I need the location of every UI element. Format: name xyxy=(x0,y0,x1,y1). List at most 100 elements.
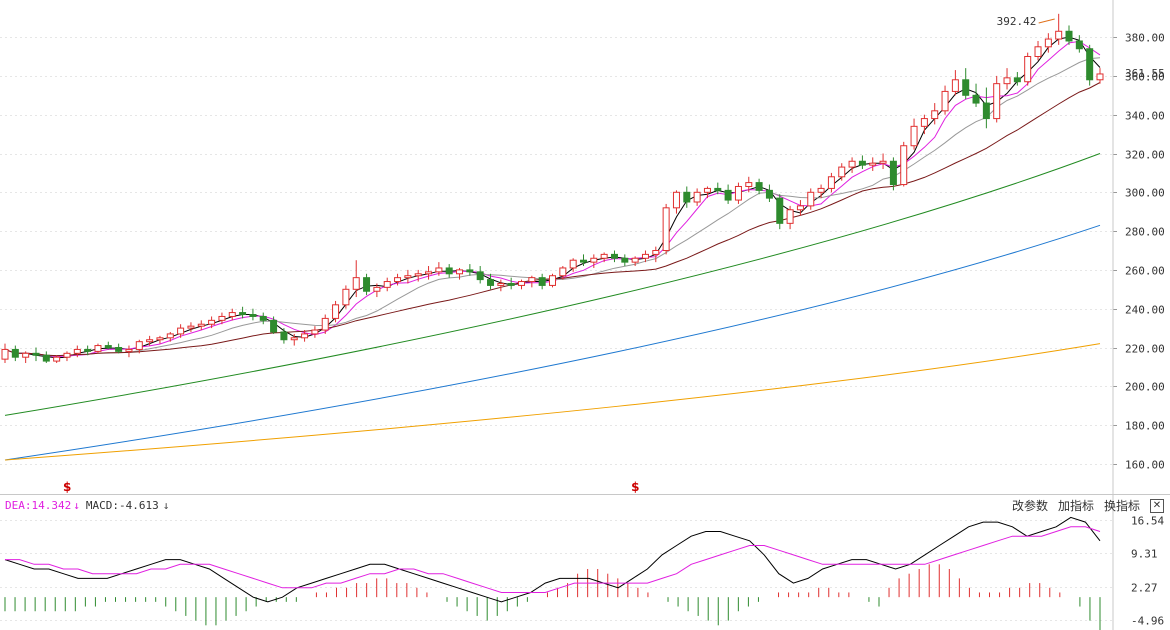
price-tick-label: 340.00 xyxy=(1125,110,1165,123)
candle-body xyxy=(321,317,329,331)
up-candle xyxy=(22,351,30,364)
up-candle xyxy=(559,266,567,280)
up-candle xyxy=(125,345,133,358)
candle-body xyxy=(982,102,990,120)
ma-line-10 xyxy=(4,57,1101,357)
up-candle xyxy=(993,75,1001,123)
up-candle xyxy=(931,103,939,125)
price-tick-label: 200.00 xyxy=(1125,381,1165,394)
down-candle xyxy=(11,345,19,362)
up-candle xyxy=(94,343,102,354)
moving-average-lines xyxy=(4,36,1101,461)
change-params-button[interactable]: 改参数 xyxy=(1011,499,1048,513)
up-candle xyxy=(301,330,309,342)
up-candle xyxy=(321,314,329,334)
candle-body xyxy=(1,348,9,360)
up-candle xyxy=(1044,33,1052,53)
down-candle xyxy=(1086,44,1094,86)
up-candle xyxy=(869,157,877,171)
up-candle xyxy=(910,118,918,150)
candle-body xyxy=(734,185,742,201)
candle-body xyxy=(786,209,794,224)
up-candle xyxy=(600,252,608,263)
up-candle xyxy=(342,285,350,309)
signal-marker-icon: $ xyxy=(63,480,71,494)
signal-marker-icon: $ xyxy=(631,480,639,494)
candle-body xyxy=(920,118,928,127)
up-candle xyxy=(352,260,360,298)
candle-body xyxy=(579,259,587,263)
up-candle xyxy=(404,269,412,284)
candle-body xyxy=(63,352,71,358)
candle-body xyxy=(208,319,216,325)
candle-body xyxy=(993,83,1001,120)
up-candle xyxy=(703,186,711,199)
candle-body xyxy=(827,176,835,189)
up-candle xyxy=(848,157,856,173)
candle-body xyxy=(342,288,350,306)
candle-body xyxy=(889,160,897,186)
up-candle xyxy=(796,200,804,216)
up-candle xyxy=(1024,52,1032,86)
down-candle xyxy=(972,83,980,107)
down-candle xyxy=(84,345,92,356)
candle-body xyxy=(301,333,309,339)
candle-body xyxy=(414,273,422,277)
candle-body xyxy=(693,191,701,203)
up-candle xyxy=(734,182,742,204)
candle-body xyxy=(848,160,856,168)
macd-grid xyxy=(0,520,1113,621)
up-candle xyxy=(414,269,422,282)
close-icon[interactable]: ✕ xyxy=(1150,498,1164,513)
candle-body xyxy=(1013,77,1021,83)
candlestick-series xyxy=(1,13,1104,364)
up-candle xyxy=(951,70,959,96)
price-tick-label: 320.00 xyxy=(1125,149,1165,162)
candle-body xyxy=(332,304,340,319)
candle-body xyxy=(53,356,61,362)
candle-body xyxy=(538,277,546,286)
add-indicator-button[interactable]: 加指标 xyxy=(1057,499,1094,513)
candle-body xyxy=(662,207,670,252)
up-candle xyxy=(166,331,174,342)
up-candle xyxy=(1096,68,1104,84)
up-candle xyxy=(1034,40,1042,61)
candle-body xyxy=(1034,46,1042,57)
candle-body xyxy=(1055,30,1063,40)
candle-body xyxy=(941,90,949,112)
up-candle xyxy=(218,312,226,325)
candle-body xyxy=(672,191,680,209)
dea-label: DEA:14.342 xyxy=(5,499,72,512)
down-candle xyxy=(765,184,773,202)
candle-body xyxy=(528,277,536,283)
candle-body xyxy=(187,325,195,329)
candle-body xyxy=(1075,40,1083,50)
signal-markers: $ $ xyxy=(63,480,640,494)
switch-indicator-button[interactable]: 换指标 xyxy=(1103,499,1140,513)
up-candle xyxy=(1055,13,1063,45)
candle-body xyxy=(435,267,443,273)
candle-body xyxy=(352,277,360,290)
candle-body xyxy=(600,253,608,259)
up-candle xyxy=(549,273,556,288)
candle-body xyxy=(270,319,278,333)
up-candle xyxy=(590,254,598,268)
macd-tick-label: 9.31 xyxy=(1131,548,1158,561)
down-candle xyxy=(104,341,112,350)
candle-body xyxy=(259,315,267,321)
candle-body xyxy=(104,345,112,348)
up-candle xyxy=(53,355,61,364)
price-tick-label: 240.00 xyxy=(1125,304,1165,317)
up-candle xyxy=(228,308,236,321)
down-candle xyxy=(259,312,267,325)
candle-body xyxy=(115,347,123,352)
up-candle xyxy=(497,279,505,292)
price-axis: 380.00 360.00 340.00 320.00 300.00 280.00 260.… xyxy=(1113,32,1165,472)
up-candle xyxy=(456,267,464,280)
up-candle xyxy=(63,351,71,362)
up-candle xyxy=(373,283,381,298)
max-price-annotation: 392.42 xyxy=(997,15,1037,28)
macd-axis: 16.54 9.31 2.27 -4.96 xyxy=(1131,515,1164,628)
candle-body xyxy=(497,282,505,286)
candle-body xyxy=(125,348,133,352)
